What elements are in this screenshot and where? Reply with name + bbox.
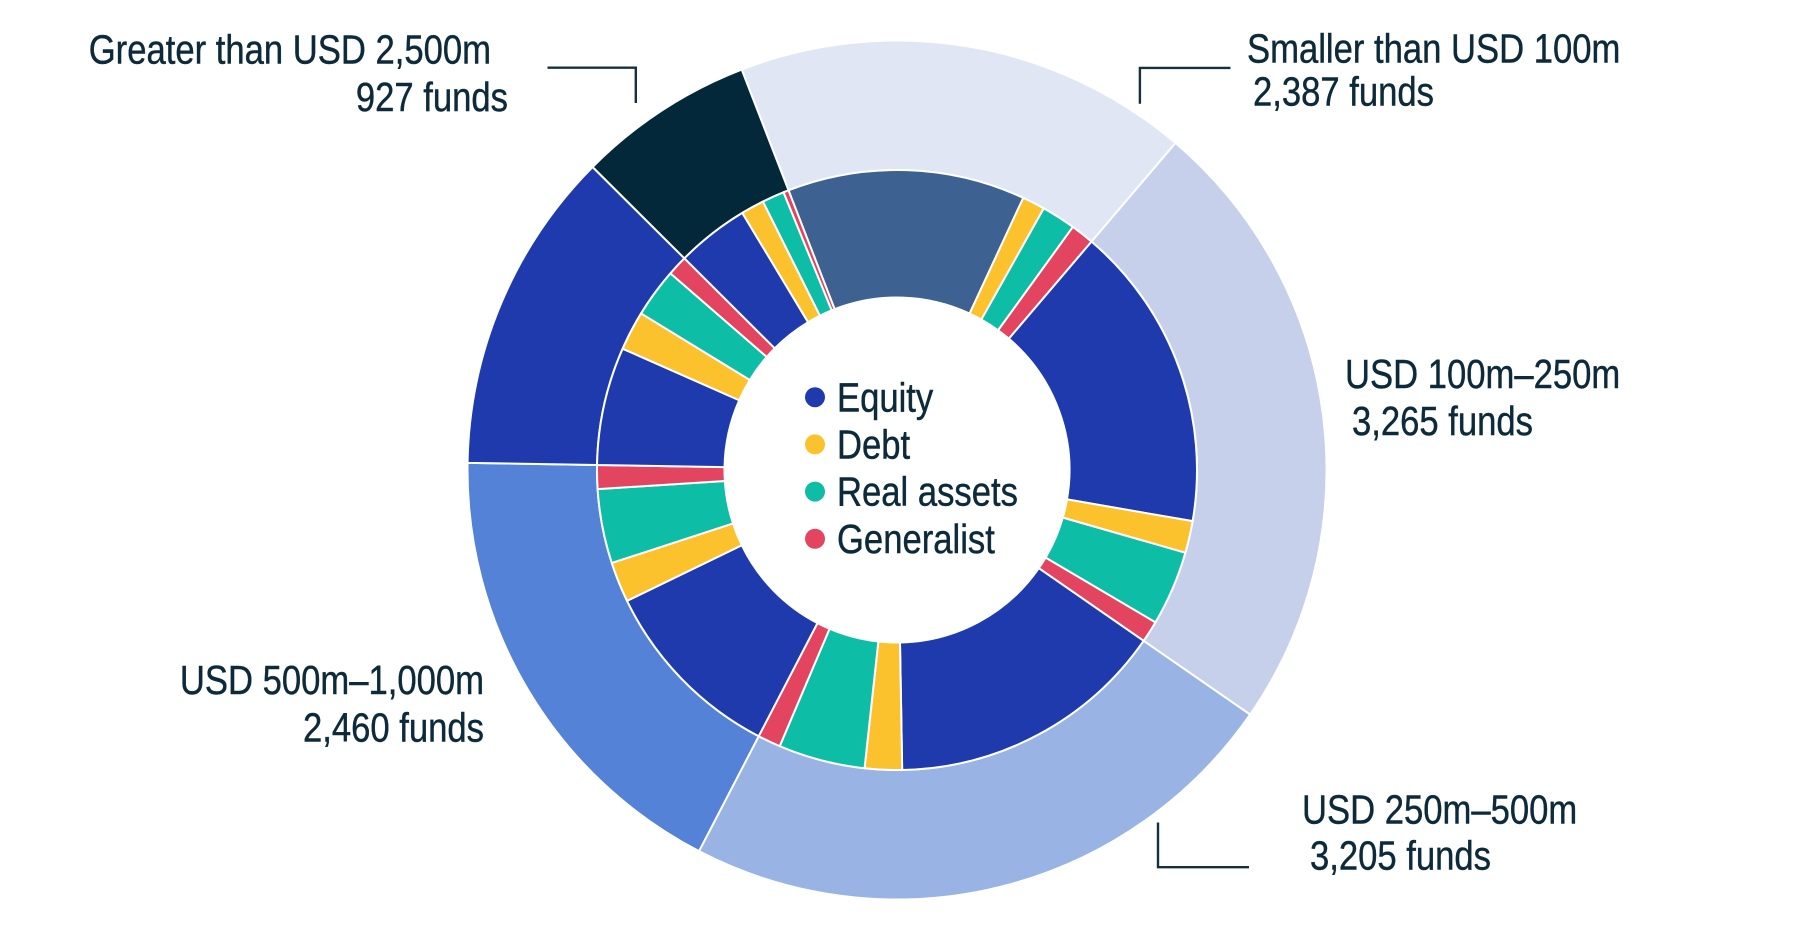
svg-text:Real assets: Real assets [837,470,1018,515]
svg-text:Greater than USD 2,500m: Greater than USD 2,500m [89,28,491,73]
svg-text:Debt: Debt [837,423,911,468]
svg-text:2,387 funds: 2,387 funds [1253,70,1434,115]
svg-text:USD 250m–500m: USD 250m–500m [1302,788,1577,833]
svg-text:3,205 funds: 3,205 funds [1310,834,1491,879]
svg-text:Smaller than USD 100m: Smaller than USD 100m [1247,27,1620,72]
svg-text:Generalist: Generalist [837,517,995,562]
svg-text:927 funds: 927 funds [356,75,508,120]
svg-text:2,460 funds: 2,460 funds [303,706,484,751]
svg-text:USD 100m–250m: USD 100m–250m [1345,352,1620,397]
svg-text:Equity: Equity [837,376,933,421]
svg-text:3,265 funds: 3,265 funds [1352,400,1533,445]
svg-text:USD 500m–1,000m: USD 500m–1,000m [180,658,484,703]
